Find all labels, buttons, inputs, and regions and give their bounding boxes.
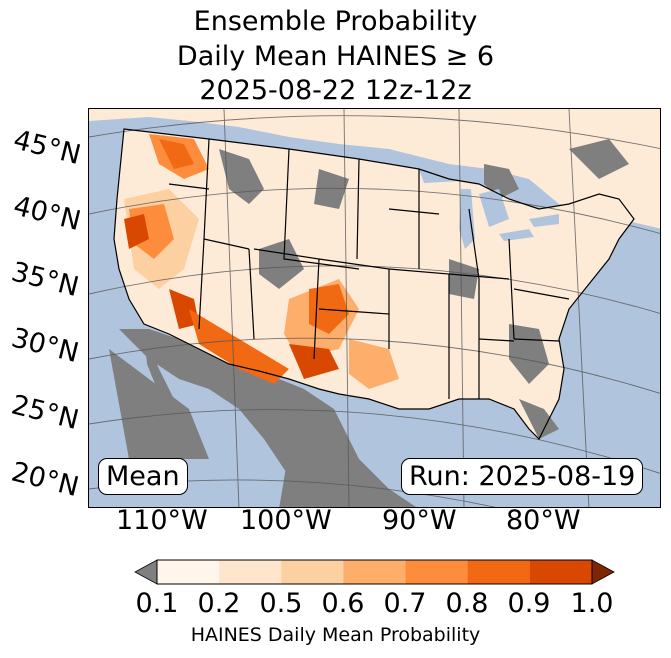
colorbar-segment bbox=[529, 560, 593, 584]
colorbar-outline bbox=[156, 559, 593, 585]
colorbar-segment bbox=[219, 560, 282, 584]
lon-label-100: 100°W bbox=[240, 505, 332, 536]
lon-label-80: 80°W bbox=[506, 505, 581, 536]
lon-label-110: 110°W bbox=[116, 505, 208, 536]
stat-type-box: Mean bbox=[98, 458, 188, 495]
lat-label-30: 30°N bbox=[8, 322, 82, 370]
lon-label-90: 90°W bbox=[382, 505, 457, 536]
colorbar-segment bbox=[405, 560, 469, 584]
colorbar-segment bbox=[157, 560, 220, 584]
colorbar-tick: 0.9 bbox=[507, 588, 551, 619]
state-borders bbox=[113, 128, 635, 441]
run-date-box: Run: 2025-08-19 bbox=[401, 458, 644, 495]
colorbar-tick: 0.5 bbox=[259, 588, 303, 619]
canada-land bbox=[89, 109, 660, 229]
lat-label-20: 20°N bbox=[8, 456, 82, 504]
low-prob-areas bbox=[109, 139, 629, 507]
title-line-1: Ensemble Probability bbox=[193, 6, 478, 37]
lat-label-35: 35°N bbox=[8, 256, 82, 304]
colorbar-tick: 0.2 bbox=[197, 588, 241, 619]
colorbar-tick: 0.7 bbox=[383, 588, 427, 619]
colorbar-tick: 0.1 bbox=[135, 588, 179, 619]
lat-label-25: 25°N bbox=[8, 389, 82, 437]
colorbar-tick: 0.6 bbox=[321, 588, 365, 619]
colorbar-under-arrow bbox=[134, 559, 158, 585]
title-line-2: Daily Mean HAINES ≥ 6 bbox=[176, 41, 495, 72]
colorbar-tick: 0.8 bbox=[445, 588, 489, 619]
title-line-3: 2025-08-22 12z-12z bbox=[199, 75, 472, 106]
colorbar-segments bbox=[157, 560, 593, 584]
colorbar-segment bbox=[281, 560, 344, 584]
colorbar bbox=[134, 559, 615, 585]
colorbar-segment bbox=[343, 560, 407, 584]
colorbar-label: HAINES Daily Mean Probability bbox=[190, 624, 481, 646]
colorbar-over-arrow bbox=[591, 559, 615, 585]
map-panel bbox=[88, 108, 661, 508]
lat-label-40: 40°N bbox=[10, 190, 84, 238]
colorbar-tick: 1.0 bbox=[570, 588, 614, 619]
colorbar-segment bbox=[467, 560, 531, 584]
lat-label-45: 45°N bbox=[10, 124, 84, 172]
map-canvas bbox=[89, 109, 660, 507]
